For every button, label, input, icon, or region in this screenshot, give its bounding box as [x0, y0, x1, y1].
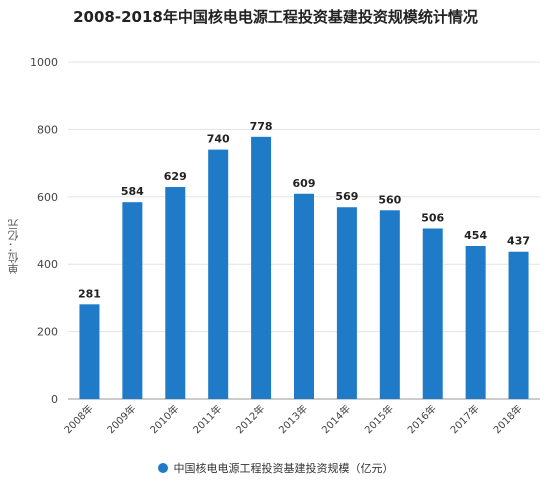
legend-swatch — [157, 463, 168, 473]
data-label: 281 — [78, 287, 101, 300]
bar — [208, 149, 229, 399]
y-axis-ticks: 0 200 400 600 800 1000 — [30, 56, 58, 406]
data-label: 506 — [421, 211, 444, 224]
x-tick-label: 2018年 — [490, 402, 524, 436]
x-tick-label: 2008年 — [61, 402, 95, 436]
bar — [251, 136, 272, 399]
legend: 中国核电电源工程投资基建投资规模（亿元） — [0, 460, 551, 476]
bar — [122, 202, 143, 399]
bars — [79, 136, 529, 399]
x-tick-label: 2016年 — [405, 402, 439, 436]
data-label: 740 — [207, 133, 230, 146]
x-tick-label: 2010年 — [147, 402, 181, 436]
data-label: 454 — [464, 229, 487, 242]
x-tick-label: 2014年 — [319, 402, 353, 436]
y-axis-label: 单位：亿元 — [7, 219, 20, 275]
bar — [79, 304, 100, 399]
data-label: 584 — [121, 185, 144, 198]
bar — [465, 246, 486, 399]
bar — [508, 251, 529, 399]
y-tick-label: 0 — [51, 393, 58, 406]
bar — [294, 193, 314, 399]
y-tick-label: 800 — [37, 123, 58, 136]
data-label: 560 — [378, 193, 401, 206]
x-tick-label: 2012年 — [233, 402, 267, 436]
x-tick-label: 2017年 — [447, 402, 481, 436]
x-axis-ticks: 2008年 2009年 2010年 2011年 2012年 2013年 2014年 2015年… — [61, 402, 524, 436]
y-tick-label: 1000 — [30, 56, 58, 69]
data-label: 609 — [293, 177, 316, 190]
legend-label: 中国核电电源工程投资基建投资规模（亿元） — [173, 462, 394, 475]
x-tick-label: 2015年 — [362, 402, 396, 436]
x-tick-label: 2013年 — [276, 402, 310, 436]
bar — [422, 228, 443, 399]
bar — [336, 207, 357, 399]
y-tick-label: 200 — [37, 326, 58, 339]
y-tick-label: 400 — [37, 258, 58, 271]
chart-title: 2008-2018年中国核电电源工程投资基建投资规模统计情况 — [73, 8, 478, 26]
y-tick-label: 600 — [37, 191, 58, 204]
data-label: 437 — [507, 235, 530, 248]
x-tick-label: 2009年 — [104, 402, 138, 436]
data-label: 629 — [164, 170, 187, 183]
data-label: 778 — [250, 120, 273, 133]
bar — [165, 187, 186, 399]
data-labels: 281 584 629 740 778 609 569 560 506 454 437 — [78, 120, 530, 300]
data-label: 569 — [335, 190, 358, 203]
x-tick-label: 2011年 — [190, 402, 224, 436]
bar — [379, 210, 400, 399]
